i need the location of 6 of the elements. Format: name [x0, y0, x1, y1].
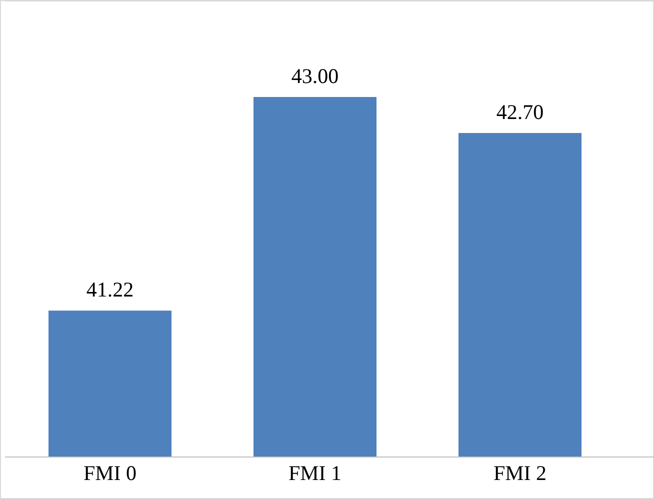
x-tick-label: FMI 0 — [83, 460, 137, 485]
data-label: 42.70 — [496, 100, 544, 124]
data-label: 43.00 — [291, 64, 339, 88]
data-label: 41.22 — [86, 278, 134, 302]
x-tick-label: FMI 2 — [493, 460, 547, 485]
x-tick-label: FMI 1 — [288, 460, 342, 485]
